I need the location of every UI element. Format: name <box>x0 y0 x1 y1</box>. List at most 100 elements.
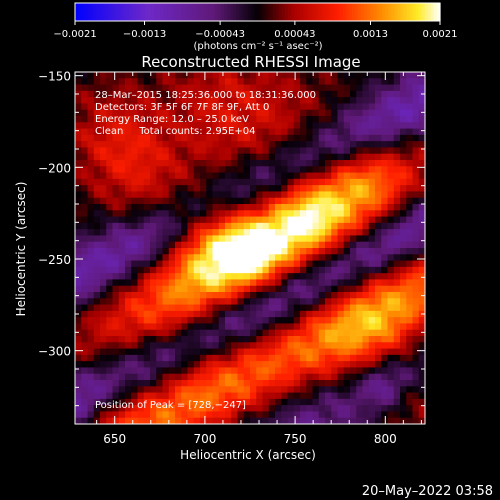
heatmap-cell <box>125 279 132 287</box>
heatmap-cell <box>331 254 338 262</box>
heatmap-cell <box>175 248 182 255</box>
heatmap-cell <box>331 367 338 375</box>
heatmap-cell <box>118 292 126 299</box>
heatmap-cell <box>312 191 320 199</box>
heatmap-cell <box>231 210 238 218</box>
heatmap-cell <box>356 229 363 236</box>
heatmap-cell <box>268 361 276 368</box>
heatmap-cell <box>225 147 232 155</box>
heatmap-cell <box>150 367 157 375</box>
heatmap-cell <box>206 197 213 205</box>
heatmap-cell <box>200 266 207 274</box>
heatmap-cell <box>218 260 226 268</box>
heatmap-cell <box>412 235 420 243</box>
colorbar-cell <box>275 3 280 21</box>
heatmap-cell <box>175 329 182 337</box>
heatmap-cell <box>137 285 145 293</box>
heatmap-cell <box>187 266 195 274</box>
heatmap-cell <box>275 147 282 155</box>
heatmap-cell <box>231 134 238 142</box>
heatmap-cell <box>393 90 401 98</box>
heatmap-cell <box>81 380 88 387</box>
heatmap-cell <box>162 191 170 199</box>
heatmap-cell <box>306 411 313 419</box>
heatmap-cell <box>175 342 182 350</box>
heatmap-cell <box>168 72 176 79</box>
heatmap-cell <box>406 310 413 318</box>
heatmap-cell <box>262 386 270 394</box>
heatmap-cell <box>156 160 163 167</box>
heatmap-cell <box>162 128 170 136</box>
heatmap-cell <box>125 392 132 400</box>
heatmap-cell <box>325 160 332 167</box>
heatmap-cell <box>106 273 113 280</box>
heatmap-cell <box>225 178 232 186</box>
heatmap-cell <box>406 417 413 425</box>
heatmap-cell <box>231 147 238 155</box>
heatmap-cell <box>262 197 270 205</box>
heatmap-cell <box>118 197 126 205</box>
heatmap-cell <box>412 380 420 387</box>
heatmap-cell <box>100 103 107 111</box>
heatmap-cell <box>350 204 357 211</box>
heatmap-cell <box>212 134 220 142</box>
heatmap-cell <box>331 329 338 337</box>
heatmap-cell <box>237 392 245 400</box>
heatmap-cell <box>337 373 345 381</box>
heatmap-cell <box>356 78 363 86</box>
colorbar-cell <box>254 3 259 21</box>
colorbar-cell <box>415 3 420 21</box>
heatmap-cell <box>275 216 282 224</box>
heatmap-cell <box>381 216 388 224</box>
colorbar-cell <box>87 3 91 21</box>
heatmap-cell <box>187 285 195 293</box>
heatmap-cell <box>381 147 388 155</box>
heatmap-cell <box>393 147 401 155</box>
heatmap-cell <box>281 417 288 425</box>
heatmap-cell <box>331 279 338 287</box>
heatmap-cell <box>256 292 263 299</box>
heatmap-cell <box>193 380 201 387</box>
heatmap-cell <box>275 298 282 306</box>
heatmap-cell <box>306 160 313 167</box>
heatmap-cell <box>312 116 320 123</box>
heatmap-cell <box>81 97 88 104</box>
heatmap-cell <box>325 141 332 148</box>
heatmap-cell <box>387 317 395 324</box>
heatmap-cell <box>262 266 270 274</box>
heatmap-cell <box>118 417 126 425</box>
heatmap-cell <box>243 417 251 425</box>
heatmap-cell <box>200 185 207 192</box>
heatmap-cell <box>162 153 170 161</box>
heatmap-cell <box>412 367 420 375</box>
heatmap-cell <box>118 116 126 123</box>
heatmap-cell <box>112 185 120 192</box>
heatmap-cell <box>287 172 295 180</box>
colorbar-cell <box>400 3 405 21</box>
heatmap-cell <box>75 128 82 136</box>
heatmap-cell <box>231 160 238 167</box>
heatmap-cell <box>387 116 395 123</box>
heatmap-cell <box>268 304 276 312</box>
heatmap-cell <box>256 304 263 312</box>
heatmap-cell <box>337 90 345 98</box>
heatmap-cell <box>262 405 270 412</box>
heatmap-cell <box>387 166 395 174</box>
heatmap-cell <box>306 204 313 211</box>
heatmap-cell <box>125 128 132 136</box>
heatmap-cell <box>87 241 95 249</box>
heatmap-cell <box>362 266 370 274</box>
heatmap-cell <box>137 304 145 312</box>
heatmap-cell <box>181 392 188 400</box>
heatmap-cell <box>206 178 213 186</box>
heatmap-cell <box>406 90 413 98</box>
colorbar-cell <box>214 3 219 21</box>
heatmap-cell <box>262 417 270 425</box>
heatmap-cell <box>356 386 363 394</box>
heatmap-cell <box>162 134 170 142</box>
heatmap-cell <box>137 323 145 331</box>
colorbar-cell <box>123 3 128 21</box>
heatmap-cell <box>175 373 182 381</box>
chart-title: Reconstructed RHESSI Image <box>141 53 360 71</box>
heatmap-cell <box>237 310 245 318</box>
